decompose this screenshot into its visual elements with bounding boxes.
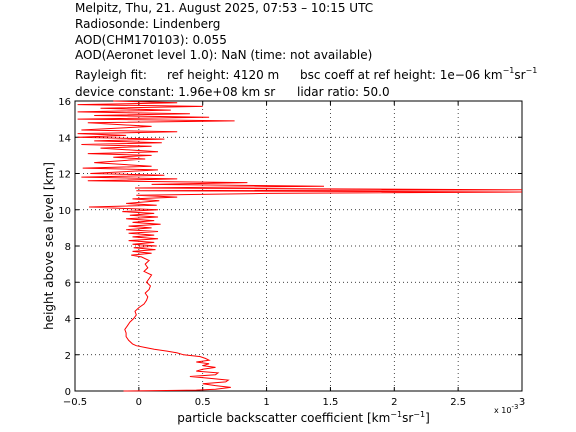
lidar-ratio-info: lidar ratio: 50.0 [297, 85, 390, 99]
aod-aeronet-info: AOD(Aeronet level 1.0): NaN (time: not a… [75, 48, 373, 62]
y-tick-labels: 0 2 4 6 8 10 12 14 16 [58, 97, 71, 398]
aod-chm-info: AOD(CHM170103): 0.055 [75, 33, 227, 47]
x-tick-label: 0 [136, 397, 142, 408]
title-location-date: Melpitz, Thu, 21. August 2025, 07:53 – 1… [75, 1, 374, 15]
bsc-coeff-info: bsc coeff at ref height: 1e−06 km−1sr−1 [300, 66, 538, 83]
y-tick-label: 8 [65, 242, 71, 253]
grid-lines [75, 101, 522, 391]
device-constant-info: device constant: 1.96e+08 km sr [75, 85, 276, 99]
rayleigh-label: Rayleigh fit: [75, 68, 147, 82]
y-tick-label: 12 [58, 170, 71, 181]
y-tick-label: 0 [65, 387, 71, 398]
y-tick-label: 4 [65, 315, 71, 326]
bsc-coeff-exp1: −1 [502, 66, 515, 75]
x-tick-label: 0.5 [195, 397, 211, 408]
y-tick-label: 14 [58, 133, 71, 144]
x-tick-label: 1.5 [322, 397, 338, 408]
y-tick-label: 6 [65, 278, 71, 289]
x-tick-labels: −0.5 0 0.5 1 1.5 2 2.5 3 [63, 397, 525, 408]
x-tick-label: 2.5 [450, 397, 466, 408]
ref-height-info: ref height: 4120 m [167, 68, 280, 82]
x-axis-multiplier: x 10-3 [494, 403, 518, 415]
x-tick-label: 2 [391, 397, 397, 408]
bsc-coeff-exp2: −1 [525, 66, 538, 75]
radiosonde-info: Radiosonde: Lindenberg [75, 17, 221, 31]
x-tick-label: 1 [263, 397, 269, 408]
x-tick-label: −0.5 [63, 397, 87, 408]
bsc-coeff-prefix: bsc coeff at ref height: 1e−06 km [300, 68, 503, 82]
y-tick-label: 10 [58, 206, 71, 217]
x-axis-label: particle backscatter coefficient [km−1sr… [177, 410, 430, 425]
y-tick-label: 16 [58, 97, 71, 108]
x-tick-label: 3 [519, 397, 525, 408]
backscatter-profile-line [77, 100, 523, 392]
plot-frame [74, 100, 523, 392]
y-axis-label: height above sea level [km] [42, 162, 56, 330]
bsc-coeff-sr: sr [514, 68, 526, 82]
y-tick-label: 2 [65, 351, 71, 362]
axis-ticks [74, 100, 523, 392]
